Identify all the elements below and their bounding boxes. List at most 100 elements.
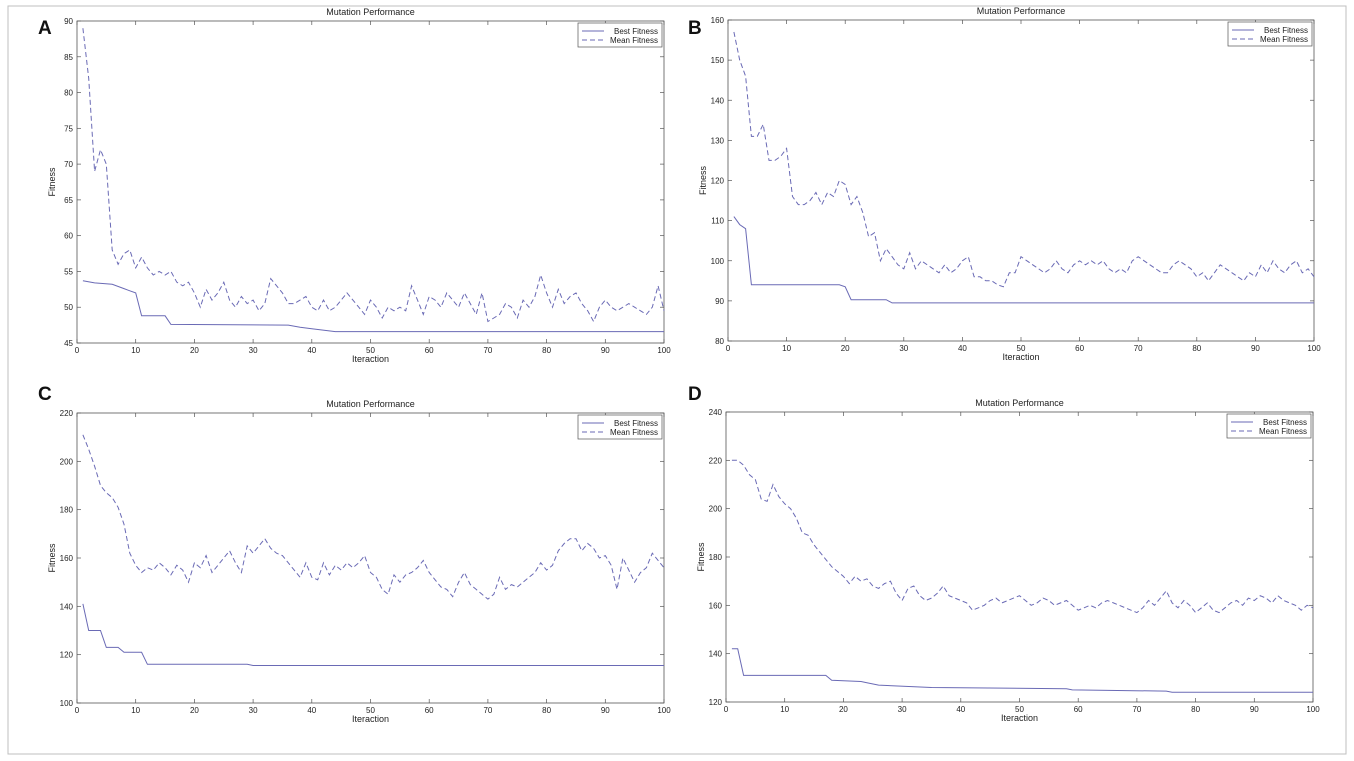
series-line-mean-fitness <box>82 434 665 600</box>
legend-label: Mean Fitness <box>610 428 658 437</box>
panel-letter: B <box>688 18 702 39</box>
x-tick-label: 90 <box>601 706 610 715</box>
x-tick-label: 70 <box>1132 705 1141 714</box>
plot-area <box>76 412 665 704</box>
plot-area <box>725 411 1314 703</box>
legend-label: Mean Fitness <box>610 36 658 45</box>
y-tick-label: 140 <box>711 96 725 105</box>
y-tick-label: 80 <box>64 89 73 98</box>
x-tick-label: 80 <box>542 706 551 715</box>
series-line-best-fitness <box>82 603 664 666</box>
y-tick-label: 220 <box>709 456 723 465</box>
series-line-mean-fitness <box>731 459 1314 614</box>
y-tick-label: 100 <box>711 257 725 266</box>
y-tick-label: 65 <box>64 196 73 205</box>
y-tick-label: 120 <box>60 651 74 660</box>
y-axis-label: Fitness <box>47 543 57 573</box>
y-tick-label: 85 <box>64 53 73 62</box>
x-tick-label: 80 <box>542 346 551 355</box>
legend-label: Best Fitness <box>614 27 658 36</box>
legend-box <box>1226 413 1312 439</box>
x-tick-label: 100 <box>657 706 671 715</box>
legend-box <box>577 22 663 48</box>
x-tick-label: 90 <box>1250 705 1259 714</box>
x-tick-label: 20 <box>190 706 199 715</box>
figure-frame <box>7 5 1347 755</box>
y-tick-label: 70 <box>64 160 73 169</box>
legend-label: Best Fitness <box>1264 26 1308 35</box>
x-tick-label: 90 <box>601 346 610 355</box>
panel-letter: A <box>38 18 52 39</box>
series-line-best-fitness <box>731 648 1313 693</box>
panel-letter: D <box>688 384 702 405</box>
chart-title: Mutation Performance <box>977 6 1066 16</box>
y-tick-label: 180 <box>60 506 74 515</box>
legend-label: Mean Fitness <box>1259 427 1307 436</box>
x-tick-label: 60 <box>1074 705 1083 714</box>
y-tick-label: 120 <box>711 177 725 186</box>
chart-title: Mutation Performance <box>326 7 415 17</box>
x-tick-label: 50 <box>366 346 375 355</box>
x-tick-label: 100 <box>657 346 671 355</box>
y-tick-label: 220 <box>60 409 74 418</box>
x-tick-label: 0 <box>75 346 80 355</box>
x-tick-label: 40 <box>956 705 965 714</box>
y-tick-label: 90 <box>64 17 73 26</box>
legend-label: Best Fitness <box>1263 418 1307 427</box>
chart-title: Mutation Performance <box>326 399 415 409</box>
y-tick-label: 240 <box>709 408 723 417</box>
x-tick-label: 100 <box>1307 344 1321 353</box>
x-tick-label: 50 <box>1015 705 1024 714</box>
x-tick-label: 10 <box>782 344 791 353</box>
x-tick-label: 40 <box>958 344 967 353</box>
y-tick-label: 140 <box>60 602 74 611</box>
x-axis-label: Iteraction <box>1002 352 1039 362</box>
chart-panel-b: B Mutation Performance 0 10 20 30 40 50 60 70 80 90… <box>688 6 1321 362</box>
x-tick-label: 0 <box>75 706 80 715</box>
y-axis-label: Fitness <box>698 165 708 195</box>
x-tick-label: 10 <box>131 706 140 715</box>
legend-box <box>577 414 663 440</box>
series-line-best-fitness <box>733 216 1314 304</box>
x-tick-label: 50 <box>1017 344 1026 353</box>
y-tick-label: 160 <box>709 601 723 610</box>
x-tick-label: 60 <box>425 706 434 715</box>
y-tick-label: 100 <box>60 699 74 708</box>
plot-area <box>76 20 665 344</box>
panel-letter: C <box>38 384 52 405</box>
y-tick-label: 120 <box>709 698 723 707</box>
y-axis-label: Fitness <box>696 542 706 572</box>
y-tick-label: 75 <box>64 124 73 133</box>
y-tick-label: 200 <box>709 505 723 514</box>
chart-panel-d: D Mutation Performance 0 10 20 30 40 50 60 70 80 90… <box>688 384 1320 723</box>
chart-panel-c: C Mutation Performance 0 10 20 30 40 50 60 70 80 90… <box>38 384 671 724</box>
y-tick-label: 60 <box>64 232 73 241</box>
x-tick-label: 80 <box>1191 705 1200 714</box>
y-tick-label: 80 <box>715 337 724 346</box>
series-line-best-fitness <box>82 280 664 333</box>
y-tick-label: 55 <box>64 267 73 276</box>
x-tick-label: 20 <box>841 344 850 353</box>
x-tick-label: 10 <box>780 705 789 714</box>
x-tick-label: 30 <box>898 705 907 714</box>
y-tick-label: 200 <box>60 457 74 466</box>
x-axis-label: Iteraction <box>1001 713 1038 723</box>
y-tick-label: 160 <box>60 554 74 563</box>
chart-title: Mutation Performance <box>975 398 1064 408</box>
y-tick-label: 150 <box>711 56 725 65</box>
y-tick-label: 50 <box>64 303 73 312</box>
x-tick-label: 30 <box>249 706 258 715</box>
y-tick-label: 160 <box>711 16 725 25</box>
x-tick-label: 70 <box>483 346 492 355</box>
x-tick-label: 70 <box>483 706 492 715</box>
legend-label: Mean Fitness <box>1260 35 1308 44</box>
x-tick-label: 20 <box>190 346 199 355</box>
x-tick-label: 20 <box>839 705 848 714</box>
y-tick-label: 180 <box>709 553 723 562</box>
y-tick-label: 140 <box>709 650 723 659</box>
